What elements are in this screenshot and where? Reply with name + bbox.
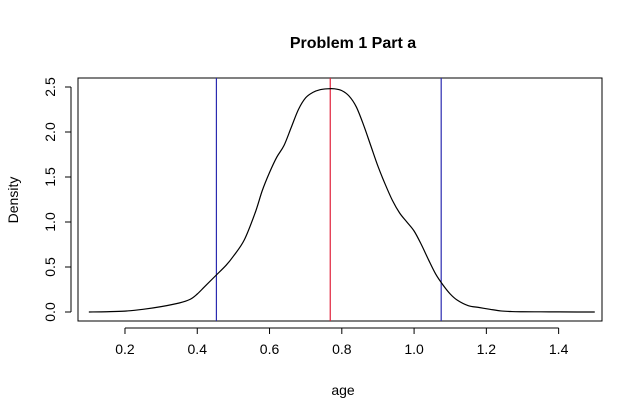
- x-tick-label-2: 0.6: [260, 341, 280, 357]
- x-tick-label-6: 1.4: [549, 341, 569, 357]
- y-axis: 0.0 0.5 1.0 1.5 2.0 2.5: [42, 77, 72, 322]
- density-series: [88, 88, 595, 313]
- plot-frame: [77, 77, 603, 322]
- chart-title: Problem 1 Part a: [290, 35, 416, 52]
- y-axis-label: Density: [5, 177, 21, 224]
- x-tick-label-5: 1.2: [477, 341, 497, 357]
- x-tick-label-4: 1.0: [404, 341, 424, 357]
- y-tick-label-0: 0.0: [42, 302, 58, 322]
- y-tick-label-5: 2.5: [42, 77, 58, 97]
- y-tick-label-4: 2.0: [42, 122, 58, 142]
- y-tick-label-1: 0.5: [42, 257, 58, 277]
- x-tick-label-0: 0.2: [115, 341, 135, 357]
- x-axis: 0.2 0.4 0.6 0.8 1.0 1.2 1.4: [115, 327, 569, 357]
- y-tick-label-2: 1.0: [42, 212, 58, 232]
- x-tick-label-3: 0.8: [332, 341, 352, 357]
- x-axis-label: age: [331, 382, 355, 398]
- y-tick-label-3: 1.5: [42, 167, 58, 187]
- density-curve-0: [88, 88, 595, 313]
- reference-lines: [215, 78, 442, 321]
- x-tick-label-1: 0.4: [188, 341, 208, 357]
